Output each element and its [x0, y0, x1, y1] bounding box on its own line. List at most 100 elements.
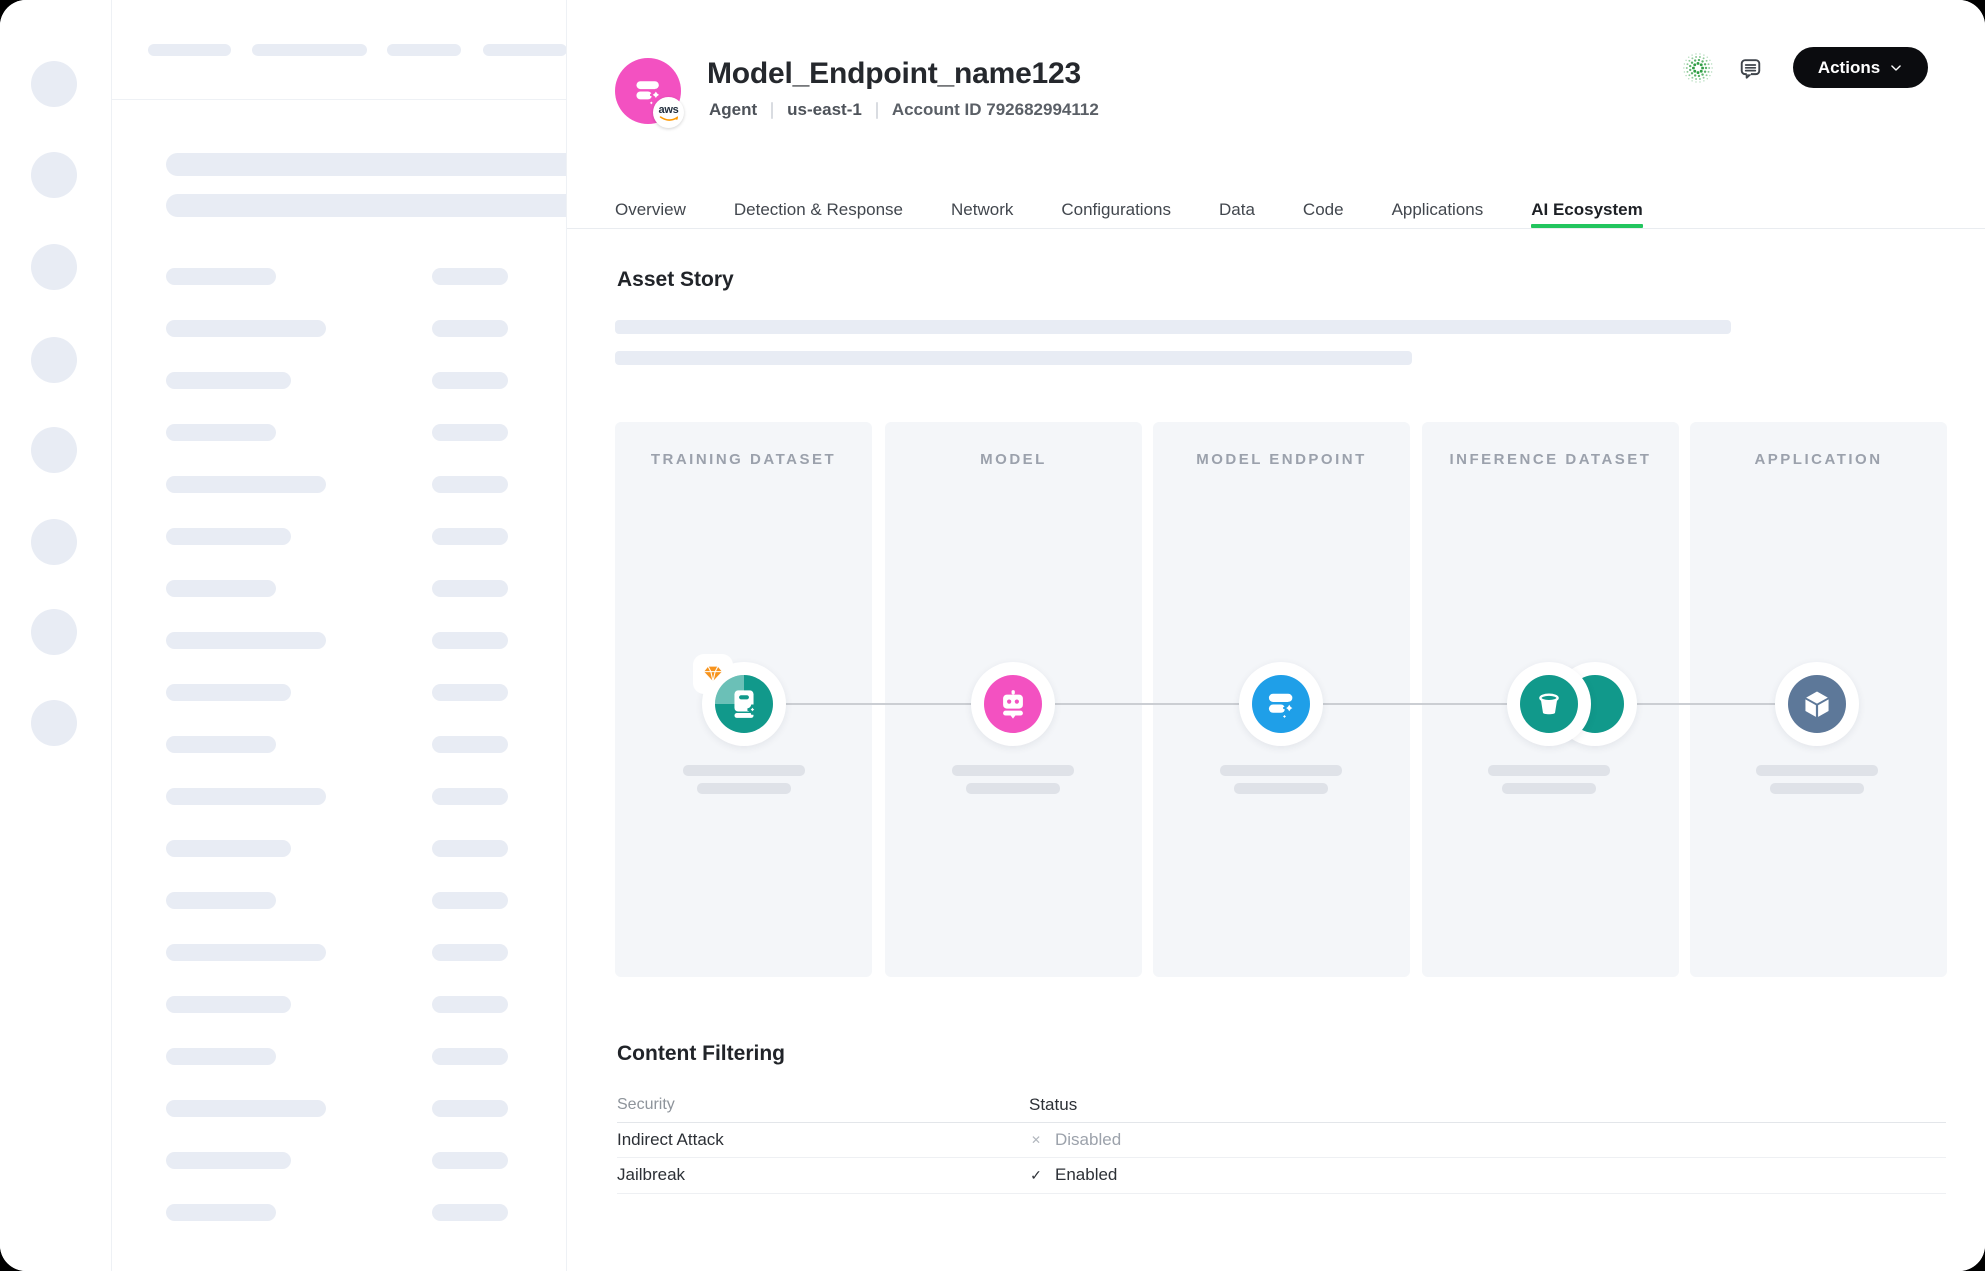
skeleton-row-title	[166, 580, 276, 597]
skeleton-avatar	[31, 61, 77, 107]
security-name: Jailbreak	[617, 1165, 686, 1184]
entity-type: Agent	[709, 100, 758, 119]
tab-bar: Overview Detection & Response Network Co…	[567, 191, 1985, 229]
stage-label: TRAINING DATASET	[650, 451, 837, 468]
skeleton-title-bar	[166, 194, 566, 217]
asset-meta: Agent us-east-1 Account ID 792682994112	[709, 100, 1099, 120]
skeleton-node-line	[952, 765, 1074, 776]
skeleton-filter-bar	[148, 44, 231, 56]
skeleton-avatar	[31, 427, 77, 473]
skeleton-row-value	[432, 476, 508, 493]
layers-sparkle-icon	[636, 81, 662, 107]
skeleton-row-value	[432, 1048, 508, 1065]
skeleton-row-value	[432, 736, 508, 753]
skeleton-row-value	[432, 424, 508, 441]
asset-avatar	[615, 58, 681, 124]
skeleton-row-value	[432, 580, 508, 597]
region: us-east-1	[787, 100, 862, 119]
status-value: Enabled	[1055, 1165, 1118, 1184]
book-sparkle-icon	[734, 690, 758, 718]
skeleton-row-value	[432, 268, 508, 285]
disabled-mark-icon: ✕	[1030, 1132, 1042, 1147]
chevron-down-icon	[1891, 64, 1901, 71]
stage-label: MODEL ENDPOINT	[1196, 451, 1367, 468]
skeleton-row-value	[432, 1152, 508, 1169]
panel-divider	[112, 99, 566, 100]
skeleton-row-title	[166, 528, 291, 545]
asset-story-heading: Asset Story	[617, 268, 734, 291]
skeleton-row-value	[432, 372, 508, 389]
account-id: Account ID 792682994112	[891, 100, 1099, 119]
skeleton-row-title	[166, 840, 291, 857]
skeleton-row-title	[166, 632, 326, 649]
skeleton-row-title	[166, 476, 326, 493]
skeleton-row-value	[432, 840, 508, 857]
column-header-security: Security	[617, 1096, 675, 1113]
skeleton-node-line	[1234, 783, 1328, 794]
skeleton-story-line	[615, 320, 1731, 334]
skeleton-row-title	[166, 1204, 276, 1221]
main-content: aws Model_Endpoint_name123 Agent us-east…	[567, 0, 1985, 1271]
actions-button-label: Actions	[1817, 57, 1881, 77]
skeleton-row-title	[166, 788, 326, 805]
skeleton-row-title	[166, 892, 276, 909]
content-filtering-heading: Content Filtering	[617, 1042, 785, 1065]
tab-network[interactable]: Network	[951, 200, 1014, 219]
status-value: Disabled	[1055, 1129, 1122, 1149]
tab-detection-response[interactable]: Detection & Response	[733, 200, 904, 219]
ai-activity-icon[interactable]	[1682, 52, 1714, 84]
tab-code[interactable]: Code	[1302, 200, 1344, 219]
table-row-indirect-attack: Indirect Attack ✕ Disabled	[617, 1122, 1946, 1158]
skeleton-avatar	[31, 700, 77, 746]
skeleton-filter-bar	[252, 44, 367, 56]
skeleton-avatar	[31, 152, 77, 198]
tab-configurations[interactable]: Configurations	[1061, 200, 1171, 219]
column-header-status: Status	[1029, 1095, 1078, 1114]
skeleton-avatar	[31, 519, 77, 565]
model-node[interactable]	[971, 662, 1055, 746]
aws-badge: aws	[653, 97, 684, 128]
skeleton-row-value	[432, 944, 508, 961]
gem-icon	[704, 666, 722, 682]
enabled-mark-icon: ✓	[1030, 1166, 1042, 1183]
header-actions: Actions	[1667, 0, 1985, 110]
skeleton-node-line	[1756, 765, 1878, 776]
tab-data[interactable]: Data	[1219, 200, 1255, 219]
stage-label: MODEL	[980, 451, 1047, 468]
skeleton-avatar	[31, 244, 77, 290]
tab-applications[interactable]: Applications	[1391, 200, 1484, 219]
security-name: Indirect Attack	[617, 1129, 724, 1149]
tab-ai-ecosystem[interactable]: AI Ecosystem	[1531, 191, 1643, 228]
skeleton-node-line	[1488, 765, 1610, 776]
table-header-row: Security Status	[617, 1088, 1946, 1123]
inference-dataset-node[interactable]	[1507, 662, 1591, 746]
bucket-icon	[1539, 693, 1559, 715]
skeleton-row-value	[432, 1204, 508, 1221]
bot-icon	[1003, 690, 1023, 719]
skeleton-row-title	[166, 944, 326, 961]
skeleton-row-title	[166, 996, 291, 1013]
skeleton-row-value	[432, 528, 508, 545]
tab-overview[interactable]: Overview	[615, 200, 686, 219]
stage-label: INFERENCE DATASET	[1449, 451, 1652, 468]
skeleton-avatar	[31, 609, 77, 655]
training-dataset-node[interactable]	[693, 654, 786, 746]
skeleton-row-value	[432, 1100, 508, 1117]
skeleton-node-line	[1502, 783, 1596, 794]
skeleton-node-line	[697, 783, 791, 794]
model-endpoint-node[interactable]	[1239, 662, 1323, 746]
skeleton-row-title	[166, 1100, 326, 1117]
comment-icon[interactable]	[1737, 55, 1764, 82]
skeleton-node-line	[1220, 765, 1342, 776]
application-node[interactable]	[1775, 662, 1859, 746]
skeleton-row-value	[432, 632, 508, 649]
skeleton-row-value	[432, 788, 508, 805]
skeleton-row-value	[432, 684, 508, 701]
table-row-jailbreak: Jailbreak ✓ Enabled	[617, 1157, 1946, 1194]
skeleton-avatar	[31, 337, 77, 383]
cube-icon	[1805, 691, 1829, 717]
stage-label: APPLICATION	[1754, 451, 1883, 468]
actions-button[interactable]: Actions	[1793, 47, 1928, 88]
skeleton-filter-bar	[483, 44, 566, 56]
layers-sparkle-icon	[1268, 693, 1296, 721]
